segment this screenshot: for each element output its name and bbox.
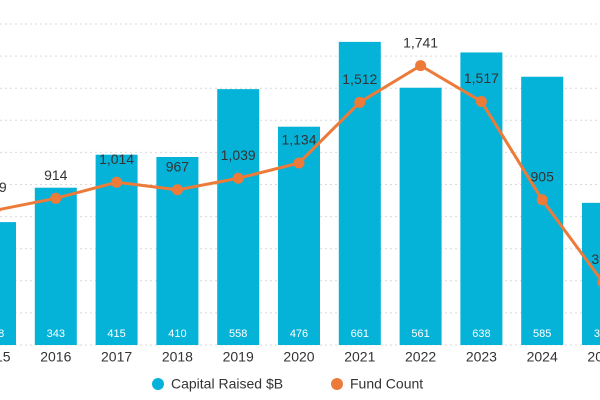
line-marker <box>50 192 62 204</box>
x-tick-label: 2017 <box>101 349 132 365</box>
line-marker <box>171 184 183 196</box>
x-tick-label: 2016 <box>40 349 71 365</box>
bar-value-label: 638 <box>472 328 490 340</box>
bar-value-label: 343 <box>47 328 65 340</box>
x-tick-label: 2024 <box>527 349 558 365</box>
bar-value-label: 558 <box>229 328 247 340</box>
x-tick-label: 2018 <box>162 349 193 365</box>
line-marker <box>536 194 548 206</box>
x-tick-label: 2022 <box>405 349 436 365</box>
line-marker <box>597 277 600 288</box>
legend-label: Capital Raised $B <box>171 376 283 392</box>
bar <box>217 89 260 345</box>
line-value-label: 914 <box>44 167 68 183</box>
line-value-label: 1,512 <box>342 71 377 87</box>
legend-marker <box>331 378 343 390</box>
line-value-label: 1,039 <box>221 147 256 163</box>
line-value-label: 1,741 <box>403 34 438 50</box>
bar-value-label: 476 <box>290 328 308 340</box>
x-tick-label: 2023 <box>466 349 497 365</box>
x-tick-label: 2019 <box>223 349 254 365</box>
line-value-label: 1,134 <box>281 132 316 148</box>
line-value-label: 905 <box>531 168 555 184</box>
bar-value-label: 415 <box>107 328 125 340</box>
line-value-label: 839 <box>0 179 7 195</box>
line-marker <box>293 157 305 169</box>
legend-label: Fund Count <box>350 376 423 392</box>
line-value-label: 390 <box>591 251 600 267</box>
bar <box>399 87 442 346</box>
bar <box>34 187 77 345</box>
bar-value-label: 661 <box>351 328 369 340</box>
line-marker <box>111 176 123 188</box>
line-marker <box>415 60 427 72</box>
line-value-label: 1,517 <box>464 70 499 86</box>
x-tick-label: 2025 <box>587 349 600 365</box>
line-marker <box>232 172 244 184</box>
line-value-label: 967 <box>166 158 190 174</box>
bar-value-label: 561 <box>411 328 429 340</box>
bar-value-label: 268 <box>0 328 4 340</box>
x-tick-label: 2021 <box>344 349 375 365</box>
line-marker <box>354 96 366 108</box>
bar <box>338 41 381 346</box>
bar <box>0 222 16 345</box>
line-marker <box>475 96 487 108</box>
line-value-label: 1,014 <box>99 151 134 167</box>
bar <box>582 202 600 345</box>
x-tick-label: 2020 <box>283 349 314 365</box>
bar-value-label: 410 <box>168 328 186 340</box>
bar-value-label: 585 <box>533 328 551 340</box>
legend-marker <box>152 378 164 390</box>
line-marker <box>0 208 1 213</box>
bar-value-label: 310 <box>594 328 600 340</box>
bar <box>521 76 564 345</box>
x-tick-label: 2015 <box>0 349 11 365</box>
